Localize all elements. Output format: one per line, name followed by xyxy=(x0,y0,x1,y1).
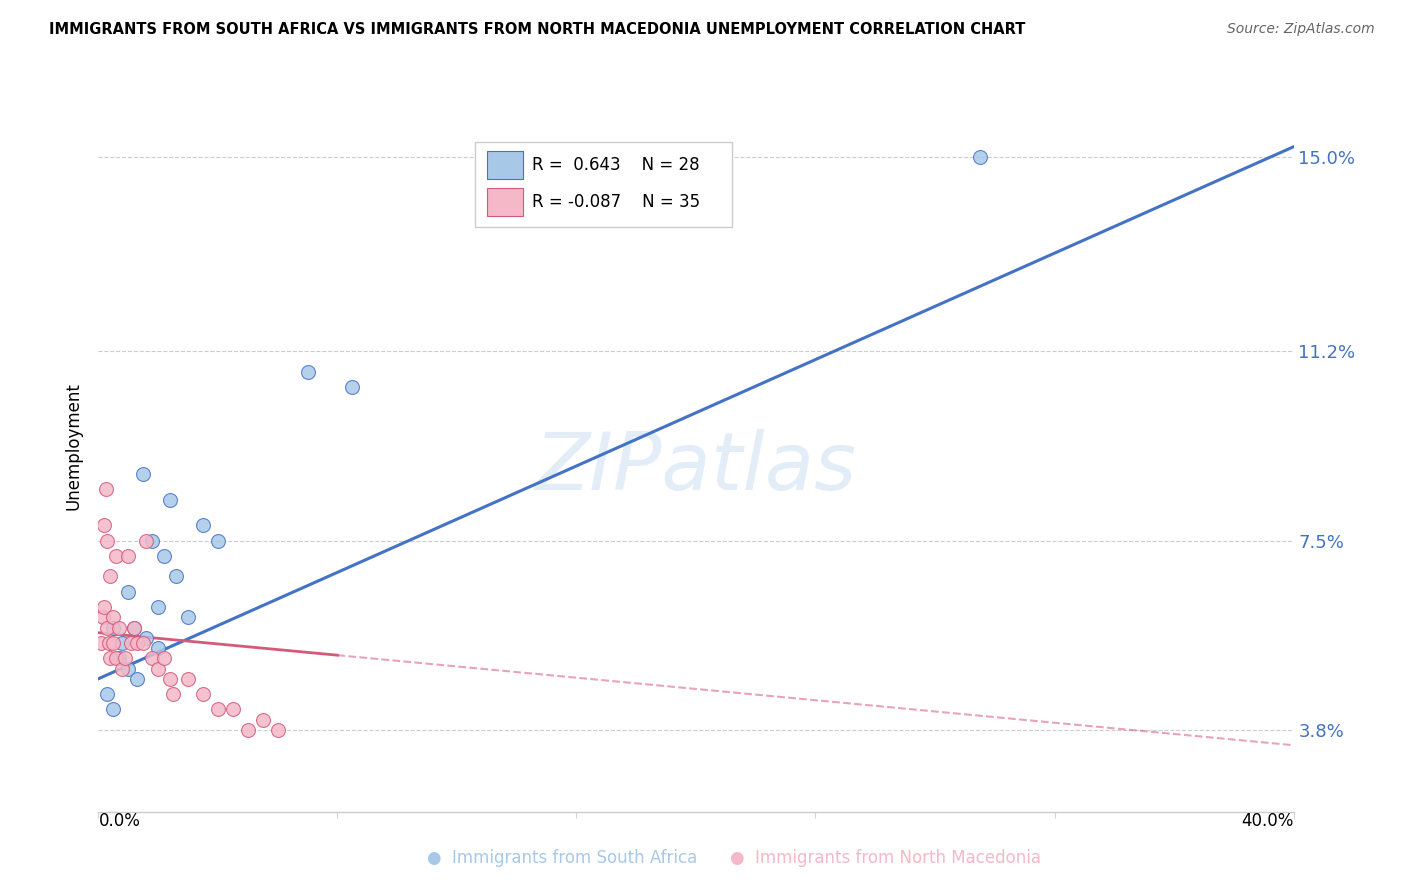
Bar xyxy=(486,152,523,179)
Point xyxy=(165,569,187,583)
Point xyxy=(90,636,112,650)
Point xyxy=(148,641,170,656)
Text: R =  0.643    N = 28: R = 0.643 N = 28 xyxy=(533,156,700,174)
Point xyxy=(135,631,157,645)
Point xyxy=(111,636,134,650)
Text: ●  Immigrants from South Africa: ● Immigrants from South Africa xyxy=(427,849,697,867)
FancyBboxPatch shape xyxy=(475,143,733,227)
Point xyxy=(969,150,991,164)
Point xyxy=(103,702,125,716)
Text: 40.0%: 40.0% xyxy=(1241,812,1294,830)
Point xyxy=(159,492,181,507)
Point xyxy=(124,621,146,635)
Point xyxy=(207,702,229,716)
Point xyxy=(93,518,115,533)
Point xyxy=(236,723,259,737)
Point xyxy=(252,713,274,727)
Point xyxy=(105,651,128,665)
Point xyxy=(120,636,142,650)
Point xyxy=(124,621,146,635)
Point xyxy=(91,610,114,624)
Point xyxy=(132,636,155,650)
Point xyxy=(148,661,170,675)
Point xyxy=(96,621,118,635)
Text: Source: ZipAtlas.com: Source: ZipAtlas.com xyxy=(1227,22,1375,37)
Point xyxy=(108,621,131,635)
Point xyxy=(93,600,115,615)
Point xyxy=(103,636,125,650)
Point xyxy=(222,702,245,716)
Point xyxy=(117,549,139,563)
Point xyxy=(127,636,149,650)
Point xyxy=(96,533,118,548)
Point xyxy=(98,569,122,583)
Point xyxy=(103,610,125,624)
Point xyxy=(297,365,319,379)
Point xyxy=(610,191,633,205)
Point xyxy=(98,651,122,665)
Text: ●  Immigrants from North Macedonia: ● Immigrants from North Macedonia xyxy=(730,849,1042,867)
Text: IMMIGRANTS FROM SOUTH AFRICA VS IMMIGRANTS FROM NORTH MACEDONIA UNEMPLOYMENT COR: IMMIGRANTS FROM SOUTH AFRICA VS IMMIGRAN… xyxy=(49,22,1025,37)
Point xyxy=(159,672,181,686)
Point xyxy=(114,651,136,665)
Point xyxy=(141,651,163,665)
Point xyxy=(207,533,229,548)
Y-axis label: Unemployment: Unemployment xyxy=(65,382,83,510)
Point xyxy=(267,723,290,737)
Point xyxy=(141,533,163,548)
Point xyxy=(342,380,364,394)
Point xyxy=(135,533,157,548)
Point xyxy=(105,549,128,563)
Text: ZIPatlas: ZIPatlas xyxy=(534,429,858,507)
Point xyxy=(117,584,139,599)
Text: R = -0.087    N = 35: R = -0.087 N = 35 xyxy=(533,193,700,211)
Point xyxy=(177,672,200,686)
Point xyxy=(127,672,149,686)
Point xyxy=(191,687,214,701)
Bar xyxy=(486,188,523,216)
Point xyxy=(103,621,125,635)
Point xyxy=(96,687,118,701)
Point xyxy=(153,549,176,563)
Point xyxy=(153,651,176,665)
Point xyxy=(191,518,214,533)
Point xyxy=(177,610,200,624)
Point xyxy=(148,600,170,615)
Point xyxy=(132,467,155,482)
Point xyxy=(111,661,134,675)
Point xyxy=(94,483,117,497)
Point xyxy=(97,636,120,650)
Text: 0.0%: 0.0% xyxy=(98,812,141,830)
Point xyxy=(162,687,184,701)
Point xyxy=(108,651,131,665)
Point xyxy=(117,661,139,675)
